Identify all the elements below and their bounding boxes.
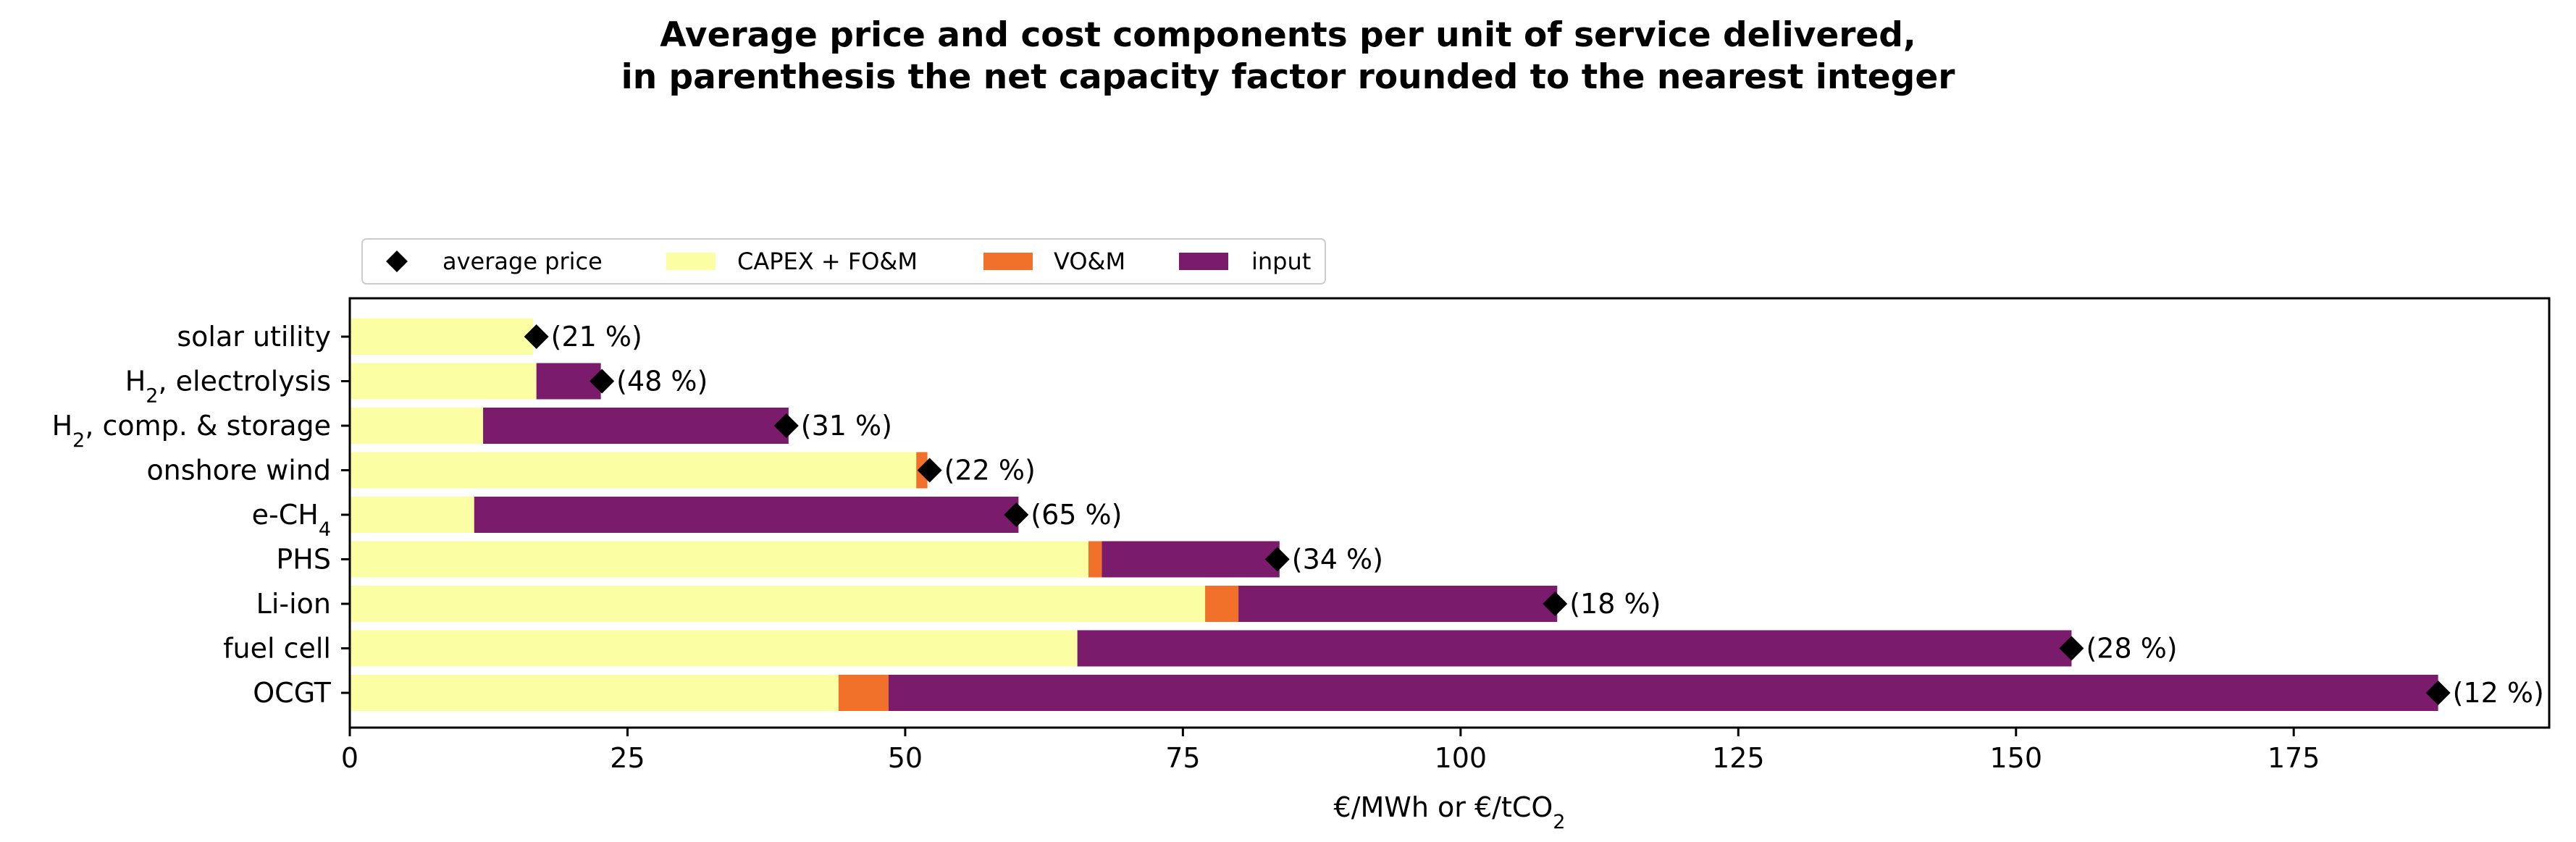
- y-tick-label-main: Li-ion: [256, 588, 331, 620]
- x-tick-label: 175: [2267, 742, 2320, 774]
- y-tick-label: H2, electrolysis: [125, 366, 331, 408]
- legend: average price CAPEX + FO&M VO&M input: [361, 238, 1326, 285]
- capacity-factor-label: (48 %): [616, 366, 708, 397]
- y-tick-label-main: e-CH: [252, 499, 319, 531]
- y-tick-label: PHS: [276, 544, 331, 576]
- legend-swatch: [666, 253, 716, 270]
- x-axis-label: €/MWh or €/tCO2: [1334, 791, 1566, 833]
- y-tick-label-main: H: [52, 410, 73, 442]
- capacity-factor-label: (21 %): [551, 321, 642, 353]
- legend-swatch-average-price: [386, 251, 408, 272]
- legend-label: input: [1251, 248, 1311, 275]
- y-tick-label-tail: , electrolysis: [158, 366, 331, 397]
- x-axis-label-main: €/MWh or €/tCO: [1334, 791, 1553, 823]
- x-tick-label: 100: [1435, 742, 1488, 774]
- bar-segment-1-row-7: [350, 586, 1206, 622]
- y-tick-label-main: H: [125, 366, 146, 397]
- average-price-marker: [524, 324, 549, 349]
- y-tick-label-sub: 2: [72, 429, 85, 452]
- y-tick-label: Li-ion: [256, 588, 331, 620]
- legend-swatch: [1179, 253, 1228, 270]
- bar-segment-3-row-7: [1238, 586, 1558, 622]
- bar-segment-1-row-1: [350, 319, 534, 355]
- legend-label: average price: [442, 248, 603, 275]
- capacity-factor-label: (18 %): [1569, 588, 1661, 620]
- capacity-factor-label: (28 %): [2086, 633, 2177, 665]
- x-tick-label: 125: [1712, 742, 1765, 774]
- average-price-markers: [524, 324, 2451, 705]
- bar-segment-1-row-4: [350, 452, 917, 489]
- y-tick-label: OCGT: [253, 677, 332, 709]
- bar-segment-3-row-3: [483, 408, 789, 444]
- capacity-factor-label: (22 %): [944, 455, 1036, 487]
- bars-layer: [350, 319, 2438, 711]
- bar-segment-2-row-6: [1088, 541, 1102, 578]
- capacity-factor-label: (31 %): [801, 410, 892, 442]
- average-price-marker: [773, 413, 799, 438]
- capacity-factor-labels: (21 %) (48 %) (31 %) (22 %) (65 %) (34 %) (18 …: [551, 321, 2544, 709]
- x-tick-label: 0: [341, 742, 358, 774]
- x-tick-label: 25: [610, 742, 645, 774]
- bar-segment-2-row-7: [1205, 586, 1239, 622]
- y-tick-label-sub: 4: [319, 518, 331, 541]
- bar-segment-1-row-2: [350, 363, 537, 400]
- bar-segment-1-row-5: [350, 497, 474, 533]
- y-tick-label: H2, comp. & storage: [52, 410, 331, 452]
- chart-title-line-2: in parenthesis the net capacity factor r…: [621, 57, 1955, 97]
- capacity-factor-label: (65 %): [1031, 499, 1122, 531]
- x-axis: 0 25 50 75 100 125 150 175: [341, 728, 2320, 774]
- average-price-marker: [590, 369, 615, 394]
- y-tick-label: fuel cell: [223, 633, 331, 665]
- average-price-marker: [2425, 681, 2451, 705]
- x-tick-label: 50: [888, 742, 923, 774]
- y-tick-label-main: fuel cell: [223, 633, 331, 665]
- y-tick-label-main: OCGT: [253, 677, 332, 709]
- average-price-marker: [1004, 502, 1029, 527]
- plot-frame: [348, 297, 2551, 729]
- bar-segment-1-row-3: [350, 408, 484, 444]
- bar-segment-3-row-6: [1102, 541, 1280, 578]
- y-tick-label-tail: , comp. & storage: [85, 410, 331, 442]
- y-tick-label-main: solar utility: [177, 321, 331, 353]
- chart-title-line-1: Average price and cost components per un…: [660, 15, 1916, 55]
- average-price-marker: [2059, 636, 2084, 661]
- x-axis-label-sub: 2: [1553, 811, 1565, 833]
- legend-swatch: [983, 253, 1033, 270]
- bar-segment-3-row-9: [888, 675, 2438, 711]
- y-tick-label: e-CH4: [252, 499, 331, 541]
- legend-box: [361, 238, 1326, 285]
- bar-segment-1-row-9: [350, 675, 839, 711]
- capacity-factor-label: (34 %): [1292, 544, 1383, 576]
- legend-label: VO&M: [1054, 248, 1125, 275]
- average-price-marker: [917, 458, 942, 483]
- capacity-factor-label: (12 %): [2453, 677, 2544, 709]
- legend-label: CAPEX + FO&M: [737, 248, 918, 275]
- bar-segment-3-row-8: [1077, 630, 2072, 667]
- y-tick-label-main: onshore wind: [146, 455, 331, 487]
- chart-title: Average price and cost components per un…: [0, 14, 2576, 98]
- x-tick-label: 75: [1165, 742, 1200, 774]
- bar-segment-1-row-8: [350, 630, 1078, 667]
- average-price-marker: [1264, 547, 1290, 572]
- x-tick-label: 150: [1989, 742, 2042, 774]
- bar-segment-1-row-6: [350, 541, 1089, 578]
- average-price-marker: [1543, 591, 1568, 616]
- y-tick-label-main: PHS: [276, 544, 331, 576]
- y-tick-label: onshore wind: [146, 455, 331, 487]
- bar-segment-3-row-5: [474, 497, 1019, 533]
- y-tick-label-sub: 2: [146, 384, 158, 407]
- bar-segment-2-row-9: [838, 675, 889, 711]
- y-tick-label: solar utility: [177, 321, 331, 353]
